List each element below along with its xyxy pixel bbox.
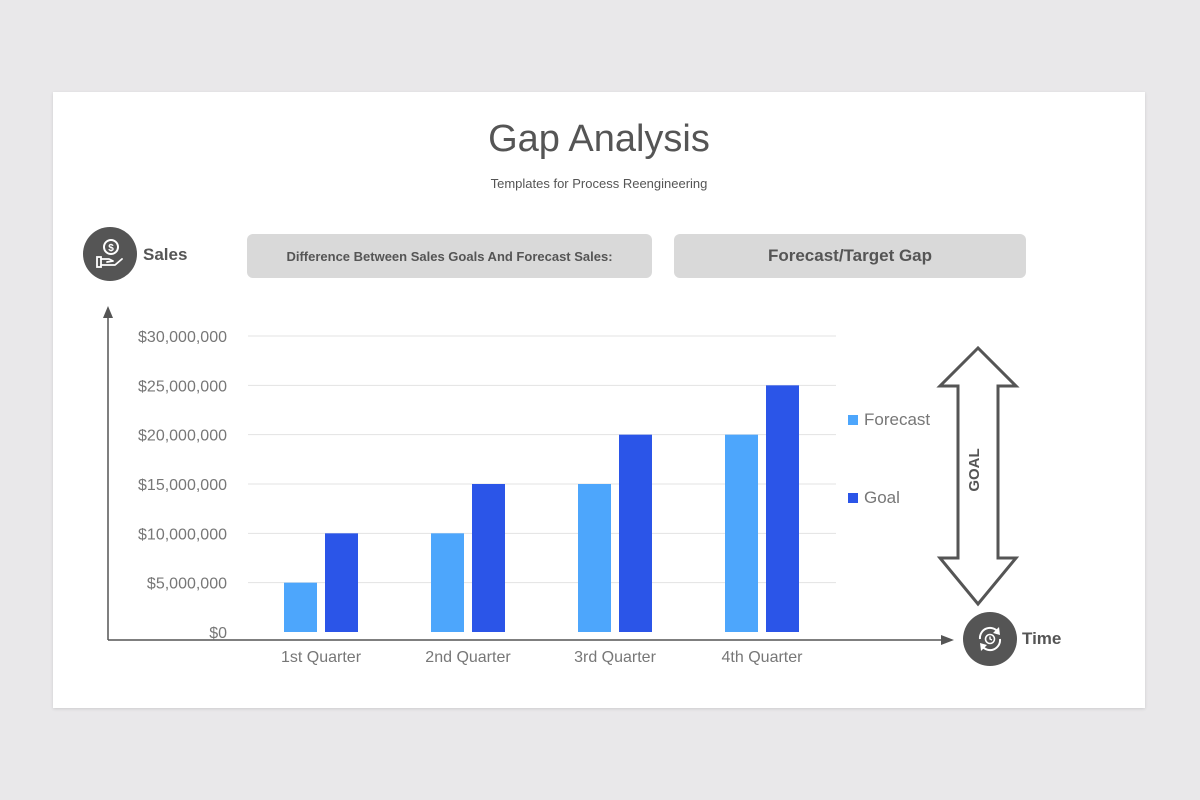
- bar-goal-2: [472, 484, 505, 632]
- y-tick-label: $30,000,000: [138, 329, 227, 346]
- slide: Gap Analysis Templates for Process Reeng…: [53, 92, 1145, 708]
- bar-forecast-1: [284, 582, 317, 632]
- difference-label: Difference Between Sales Goals And Forec…: [286, 248, 613, 264]
- y-axis-arrowhead: [103, 306, 113, 318]
- bar-forecast-2: [431, 533, 464, 632]
- bar-goal-1: [325, 533, 358, 632]
- x-tick-label: 2nd Quarter: [425, 649, 511, 666]
- y-tick-label: $25,000,000: [138, 378, 227, 395]
- sales-axis-label: Sales: [143, 245, 188, 264]
- money-hand-icon: $: [83, 227, 137, 281]
- y-tick-label: $0: [209, 625, 227, 642]
- legend-swatch-goal: [848, 493, 858, 503]
- chart-y-ticks: $0 $5,000,000 $10,000,000 $15,000,000 $20,00…: [138, 329, 227, 642]
- x-axis-arrowhead: [941, 635, 954, 645]
- svg-text:$: $: [108, 243, 114, 254]
- gap-label: Forecast/Target Gap: [767, 246, 933, 265]
- difference-label-box: Difference Between Sales Goals And Forec…: [247, 234, 652, 278]
- legend-label-goal: Goal: [864, 488, 900, 507]
- x-tick-label: 4th Quarter: [722, 649, 804, 666]
- time-axis-label: Time: [1022, 629, 1062, 648]
- page-subtitle: Templates for Process Reengineering: [490, 176, 708, 191]
- clock-cycle-icon: [963, 612, 1017, 666]
- bar-forecast-3: [578, 484, 611, 632]
- bar-goal-3: [619, 434, 652, 632]
- bar-forecast-4: [725, 434, 758, 632]
- chart-x-ticks: 1st Quarter 2nd Quarter 3rd Quarter 4th Qua…: [281, 649, 803, 666]
- y-tick-label: $20,000,000: [138, 428, 227, 445]
- bar-chart: $0 $5,000,000 $10,000,000 $15,000,000 $20,00…: [103, 306, 1020, 666]
- goal-double-arrow: [936, 345, 1020, 607]
- bar-goal-4: [766, 385, 799, 632]
- legend-label-forecast: Forecast: [864, 410, 931, 429]
- gap-label-box: Forecast/Target Gap: [674, 234, 1026, 278]
- x-tick-label: 1st Quarter: [281, 649, 362, 666]
- page-title: Gap Analysis: [488, 118, 710, 160]
- x-tick-label: 3rd Quarter: [574, 649, 656, 666]
- legend-item-forecast: Forecast: [848, 410, 930, 430]
- legend-swatch-forecast: [848, 415, 858, 425]
- goal-arrow-label: GOAL: [966, 448, 983, 491]
- y-tick-label: $10,000,000: [138, 526, 227, 543]
- legend-item-goal: Goal: [848, 488, 900, 508]
- chart-bars: [284, 385, 799, 632]
- y-tick-label: $15,000,000: [138, 477, 227, 494]
- y-tick-label: $5,000,000: [147, 576, 227, 593]
